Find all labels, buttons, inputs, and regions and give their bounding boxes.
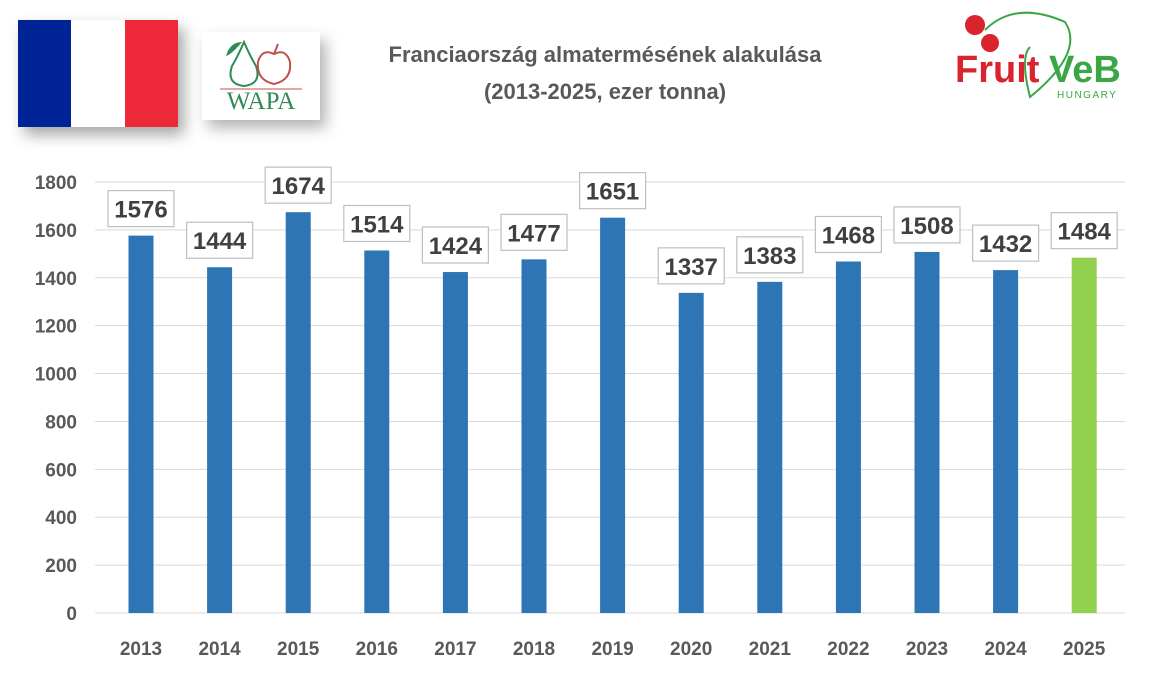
bar-2022 xyxy=(835,261,861,613)
data-label-2019: 1651 xyxy=(586,179,639,206)
data-label-box xyxy=(657,247,725,285)
data-label-2022: 1468 xyxy=(822,222,875,249)
x-tick-label: 2022 xyxy=(827,639,869,660)
bar-2021 xyxy=(757,281,783,613)
data-label-box xyxy=(736,236,804,274)
wapa-logo-text: WAPA xyxy=(226,88,296,115)
x-tick-label: 2013 xyxy=(120,639,162,660)
x-tick-label: 2023 xyxy=(906,639,948,660)
bar-2013 xyxy=(128,235,154,613)
y-tick-label: 1000 xyxy=(35,365,77,386)
data-label-box xyxy=(578,172,647,210)
data-label-box xyxy=(107,190,175,228)
data-label-2015: 1674 xyxy=(272,173,326,200)
x-tick-label: 2016 xyxy=(356,639,398,660)
data-label-2014: 1444 xyxy=(193,228,247,255)
chart-title: Franciaország almatermésének alakulása (… xyxy=(330,36,880,110)
x-tick-label: 2024 xyxy=(984,639,1027,660)
data-label-2025: 1484 xyxy=(1058,219,1112,246)
svg-text:VeB: VeB xyxy=(1049,49,1121,91)
y-tick-label: 1800 xyxy=(35,173,77,194)
bar-2017 xyxy=(442,272,468,613)
data-label-box xyxy=(343,204,411,243)
x-tick-label: 2015 xyxy=(277,639,320,660)
y-tick-label: 1400 xyxy=(35,269,77,290)
bar-2024 xyxy=(993,270,1019,613)
france-flag xyxy=(18,20,178,127)
data-label-box xyxy=(814,215,883,254)
bar-2019 xyxy=(600,217,626,613)
data-label-2024: 1432 xyxy=(979,231,1032,258)
data-label-box xyxy=(971,224,1040,262)
x-tick-label: 2014 xyxy=(198,639,241,660)
x-tick-label: 2019 xyxy=(591,639,633,660)
data-label-box xyxy=(186,221,254,259)
bar-2016 xyxy=(364,250,390,613)
title-line-1: Franciaország almatermésének alakulása xyxy=(388,42,822,67)
x-tick-label: 2018 xyxy=(513,639,555,660)
data-label-box xyxy=(264,166,332,204)
data-label-2020: 1337 xyxy=(665,254,718,281)
data-label-box xyxy=(893,206,961,244)
data-label-2017: 1424 xyxy=(429,233,483,260)
x-tick-label: 2020 xyxy=(670,639,712,660)
data-label-2023: 1508 xyxy=(900,213,953,240)
y-tick-label: 600 xyxy=(45,460,77,481)
svg-text:Fruit: Fruit xyxy=(955,49,1040,91)
data-label-box xyxy=(1050,212,1118,250)
data-label-box xyxy=(421,226,489,264)
y-tick-label: 200 xyxy=(45,556,77,577)
data-label-2018: 1477 xyxy=(507,220,560,247)
x-tick-label: 2021 xyxy=(749,639,792,660)
x-tick-label: 2025 xyxy=(1063,639,1106,660)
y-tick-label: 1200 xyxy=(35,317,77,338)
y-tick-label: 800 xyxy=(45,412,77,433)
fruitveb-logo: Fruit VeB HUNGARY xyxy=(945,10,1145,105)
data-label-2013: 1576 xyxy=(114,197,167,224)
y-tick-label: 400 xyxy=(45,508,77,529)
data-label-2016: 1514 xyxy=(350,211,404,238)
bar-2015 xyxy=(285,212,311,614)
y-tick-label: 1600 xyxy=(35,221,77,242)
bar-2018 xyxy=(521,259,547,613)
title-line-2: (2013-2025, ezer tonna) xyxy=(483,79,727,104)
y-tick-label: 0 xyxy=(66,604,77,625)
bar-2025 xyxy=(1071,257,1097,613)
data-label-box xyxy=(500,213,568,251)
svg-text:HUNGARY: HUNGARY xyxy=(1057,90,1117,101)
bar-2020 xyxy=(678,292,704,613)
bar-2014 xyxy=(207,267,233,613)
x-tick-label: 2017 xyxy=(434,639,476,660)
wapa-logo: WAPA xyxy=(202,32,320,120)
bar-2023 xyxy=(914,251,940,613)
data-label-2021: 1383 xyxy=(743,243,796,270)
